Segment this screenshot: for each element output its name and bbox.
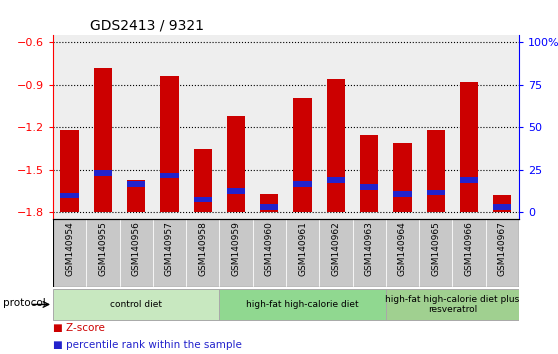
Bar: [194, 149, 212, 212]
Text: GSM140955: GSM140955: [98, 222, 108, 276]
Bar: [294, 98, 312, 212]
Bar: [186, 219, 219, 287]
Text: GDS2413 / 9321: GDS2413 / 9321: [90, 19, 204, 33]
Text: high-fat high-calorie diet: high-fat high-calorie diet: [246, 300, 359, 309]
Bar: [319, 219, 353, 287]
Text: high-fat high-calorie diet plus
resveratrol: high-fat high-calorie diet plus resverat…: [385, 295, 519, 314]
Bar: [160, 173, 179, 178]
Text: GSM140962: GSM140962: [331, 222, 340, 276]
Text: GSM140954: GSM140954: [65, 222, 74, 276]
Bar: [127, 180, 146, 212]
Bar: [153, 219, 186, 287]
Bar: [286, 219, 319, 287]
Bar: [227, 116, 245, 212]
Bar: [86, 35, 119, 219]
Bar: [360, 135, 378, 212]
Bar: [460, 177, 478, 183]
Text: protocol: protocol: [3, 298, 46, 308]
Bar: [60, 193, 79, 198]
Bar: [419, 219, 453, 287]
Text: GSM140961: GSM140961: [298, 222, 307, 276]
Bar: [453, 35, 485, 219]
Text: ■ Z-score: ■ Z-score: [53, 323, 105, 333]
Bar: [127, 181, 146, 187]
Text: control diet: control diet: [110, 300, 162, 309]
Bar: [219, 289, 386, 320]
Bar: [353, 219, 386, 287]
Bar: [386, 35, 419, 219]
Bar: [453, 219, 485, 287]
Bar: [327, 79, 345, 212]
Bar: [386, 289, 519, 320]
Bar: [294, 181, 312, 187]
Bar: [94, 170, 112, 176]
Bar: [227, 188, 245, 194]
Bar: [319, 35, 353, 219]
Text: GSM140959: GSM140959: [232, 222, 240, 276]
Bar: [194, 197, 212, 202]
Bar: [186, 35, 219, 219]
Bar: [60, 130, 79, 212]
Bar: [485, 35, 519, 219]
Bar: [119, 35, 153, 219]
Bar: [219, 35, 253, 219]
Text: GSM140966: GSM140966: [464, 222, 474, 276]
Bar: [153, 35, 186, 219]
Bar: [119, 219, 153, 287]
Bar: [253, 35, 286, 219]
Text: GSM140965: GSM140965: [431, 222, 440, 276]
Bar: [393, 143, 412, 212]
Text: GSM140957: GSM140957: [165, 222, 174, 276]
Bar: [94, 68, 112, 212]
Text: GSM140958: GSM140958: [198, 222, 207, 276]
Text: GSM140967: GSM140967: [498, 222, 507, 276]
Bar: [53, 289, 219, 320]
Bar: [426, 130, 445, 212]
Bar: [53, 219, 86, 287]
Bar: [160, 76, 179, 212]
Bar: [360, 184, 378, 190]
Bar: [219, 219, 253, 287]
Bar: [460, 82, 478, 212]
Text: GSM140960: GSM140960: [265, 222, 274, 276]
Bar: [286, 35, 319, 219]
Bar: [260, 194, 278, 212]
Bar: [426, 190, 445, 195]
Bar: [485, 219, 519, 287]
Bar: [53, 35, 86, 219]
Bar: [393, 191, 412, 197]
Text: GSM140964: GSM140964: [398, 222, 407, 276]
Bar: [419, 35, 453, 219]
Bar: [493, 204, 512, 210]
Bar: [86, 219, 119, 287]
Bar: [260, 204, 278, 210]
Text: GSM140956: GSM140956: [132, 222, 141, 276]
Bar: [327, 177, 345, 183]
Bar: [493, 195, 512, 212]
Bar: [386, 219, 419, 287]
Bar: [253, 219, 286, 287]
Bar: [353, 35, 386, 219]
Text: ■ percentile rank within the sample: ■ percentile rank within the sample: [53, 341, 242, 350]
Text: GSM140963: GSM140963: [365, 222, 374, 276]
